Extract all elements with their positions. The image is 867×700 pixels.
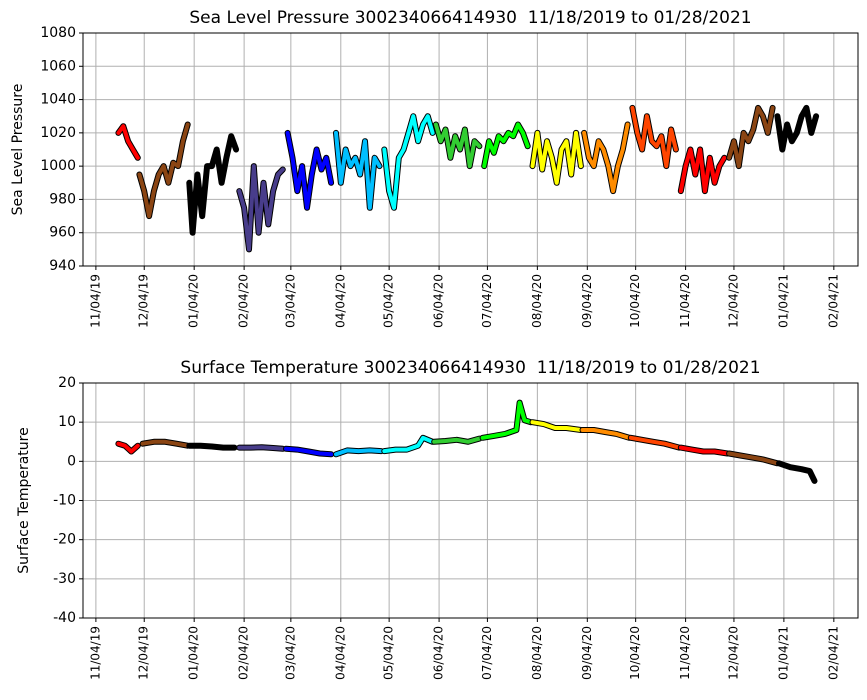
data-line: [237, 164, 285, 252]
data-line: [482, 122, 530, 169]
x-tick-label: 02/04/20: [237, 274, 251, 328]
data-line: [775, 105, 819, 152]
x-tick-label: 11/04/19: [88, 626, 102, 680]
x-tick-label: 11/04/20: [678, 626, 692, 680]
x-tick-label: 12/04/20: [726, 274, 740, 328]
data-line: [382, 114, 435, 210]
y-tick-label: -30: [53, 571, 76, 587]
data-line: [140, 439, 190, 448]
data-line: [334, 448, 384, 457]
x-tick-label: 02/04/20: [237, 626, 251, 680]
x-tick-label: 11/04/19: [88, 274, 102, 328]
data-line: [187, 443, 237, 450]
x-tick-label: 08/04/20: [530, 274, 544, 328]
x-tick-label: 03/04/20: [283, 274, 297, 328]
x-tick-label: 01/04/21: [776, 626, 790, 680]
x-tick-label: 03/04/20: [283, 626, 297, 680]
y-tick-label: -20: [53, 532, 76, 548]
x-tick-label: 07/04/20: [480, 626, 494, 680]
data-line: [678, 445, 730, 456]
data-line: [237, 445, 285, 451]
data-line: [727, 451, 780, 466]
data-line: [116, 124, 140, 160]
x-tick-label: 10/04/20: [628, 274, 642, 328]
x-tick-label: 12/04/20: [726, 626, 740, 680]
y-tick-label: 940: [49, 258, 76, 274]
x-tick-label: 06/04/20: [432, 626, 446, 680]
data-line: [480, 400, 533, 440]
data-line: [530, 130, 583, 185]
data-line: [432, 436, 482, 444]
y-tick-label: 10: [58, 414, 76, 430]
data-line: [285, 130, 334, 210]
x-tick-label: 01/04/20: [187, 274, 201, 328]
data-line: [116, 441, 140, 454]
data-line: [777, 461, 817, 483]
data-line: [433, 122, 482, 169]
x-tick-label: 12/04/19: [137, 274, 151, 328]
y-tick-label: 1060: [40, 58, 76, 74]
data-line: [530, 420, 583, 432]
x-tick-label: 06/04/20: [432, 274, 446, 328]
data-line: [334, 130, 382, 210]
y-tick-label: 1020: [40, 125, 76, 141]
x-tick-label: 08/04/20: [530, 626, 544, 680]
plot-frame: [82, 32, 859, 267]
data-line: [580, 428, 632, 440]
x-tick-label: 07/04/20: [480, 274, 494, 328]
data-line: [382, 435, 435, 454]
x-tick-label: 04/04/20: [333, 274, 347, 328]
chart-title: Surface Temperature 300234066414930 11/1…: [180, 358, 760, 378]
data-line: [284, 446, 334, 457]
x-tick-label: 04/04/20: [333, 626, 347, 680]
y-tick-label: 980: [49, 191, 76, 207]
x-tick-label: 02/04/21: [826, 274, 840, 328]
data-line: [678, 147, 727, 194]
data-line: [582, 122, 630, 194]
x-tick-label: 01/04/20: [187, 626, 201, 680]
x-tick-label: 05/04/20: [382, 626, 396, 680]
x-tick-label: 01/04/21: [776, 274, 790, 328]
data-line: [727, 105, 775, 169]
y-axis-label: Sea Level Pressure: [10, 84, 26, 216]
x-tick-label: 12/04/19: [137, 626, 151, 680]
x-tick-label: 10/04/20: [628, 626, 642, 680]
x-tick-label: 11/04/20: [678, 274, 692, 328]
y-tick-label: 0: [67, 453, 76, 469]
x-tick-label: 09/04/20: [580, 626, 594, 680]
y-tick-label: -40: [53, 610, 76, 626]
y-tick-label: -10: [53, 493, 76, 509]
chart-title: Sea Level Pressure 300234066414930 11/18…: [189, 8, 751, 28]
y-tick-label: 1040: [40, 92, 76, 108]
y-axis-label: Surface Temperature: [16, 427, 32, 573]
data-line: [137, 122, 190, 219]
x-tick-label: 02/04/21: [826, 626, 840, 680]
y-tick-label: 20: [58, 375, 76, 391]
x-tick-label: 09/04/20: [580, 274, 594, 328]
data-line: [628, 435, 682, 450]
y-tick-label: 1000: [40, 158, 76, 174]
y-tick-label: 1080: [40, 25, 76, 41]
x-tick-label: 05/04/20: [382, 274, 396, 328]
data-line: [630, 105, 678, 169]
data-line: [187, 134, 239, 235]
plot-frame: [82, 382, 859, 619]
y-tick-label: 960: [49, 225, 76, 241]
